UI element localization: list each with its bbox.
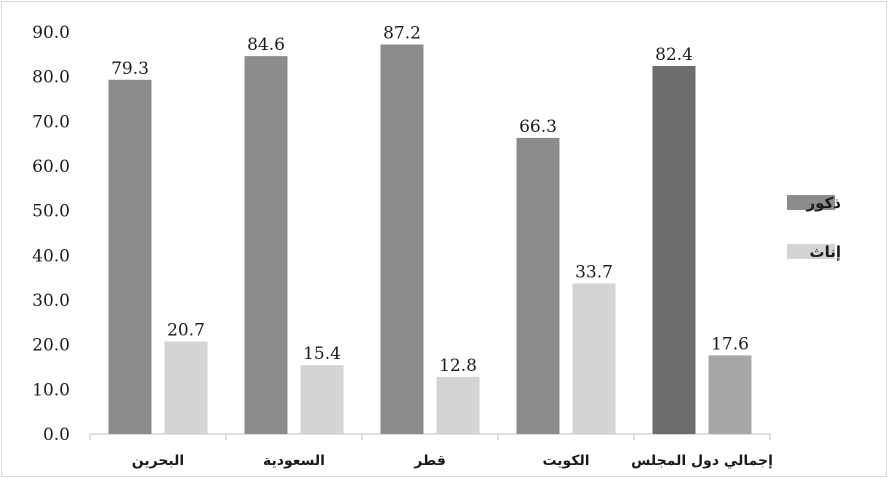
bar-female: [708, 355, 752, 434]
x-category-label: الكويت: [542, 453, 589, 469]
data-label: 79.3: [111, 59, 149, 79]
y-tick-label: 10.0: [32, 380, 70, 400]
y-tick-label: 50.0: [32, 202, 70, 222]
y-tick-label: 20.0: [32, 336, 70, 356]
bar-male: [108, 79, 152, 434]
bar-female: [300, 365, 344, 434]
bar-male: [380, 44, 424, 435]
y-tick-label: 40.0: [32, 246, 70, 266]
y-tick-label: 0.0: [43, 425, 70, 445]
data-label: 84.6: [247, 35, 285, 55]
legend-label: ذكور: [806, 194, 842, 212]
legend-swatch: [787, 244, 835, 259]
data-label: 82.4: [655, 45, 693, 65]
data-label: 33.7: [575, 262, 613, 282]
data-label: 15.4: [303, 344, 341, 364]
bar-male: [516, 137, 560, 435]
x-category-label: قطر: [413, 453, 446, 469]
y-tick-label: 30.0: [32, 291, 70, 311]
legend-swatch: [787, 195, 835, 210]
legend-label: إناث: [810, 243, 841, 261]
data-label: 12.8: [439, 356, 477, 376]
bar-female: [572, 283, 616, 434]
y-tick-label: 70.0: [32, 112, 70, 132]
x-category-label: البحرين: [132, 453, 184, 469]
bar-male: [244, 56, 288, 435]
bar-female: [164, 341, 208, 434]
data-label: 66.3: [519, 117, 557, 137]
data-label: 87.2: [383, 24, 421, 44]
bar-female: [436, 376, 480, 434]
y-tick-label: 60.0: [32, 157, 70, 177]
x-category-label: إجمالي دول المجلس: [631, 453, 773, 469]
data-label: 17.6: [711, 334, 749, 354]
x-category-label: السعودية: [263, 453, 325, 469]
bar-male: [652, 65, 696, 435]
y-tick-label: 80.0: [32, 68, 70, 88]
y-tick-label: 90.0: [32, 23, 70, 43]
data-label: 20.7: [167, 321, 205, 341]
